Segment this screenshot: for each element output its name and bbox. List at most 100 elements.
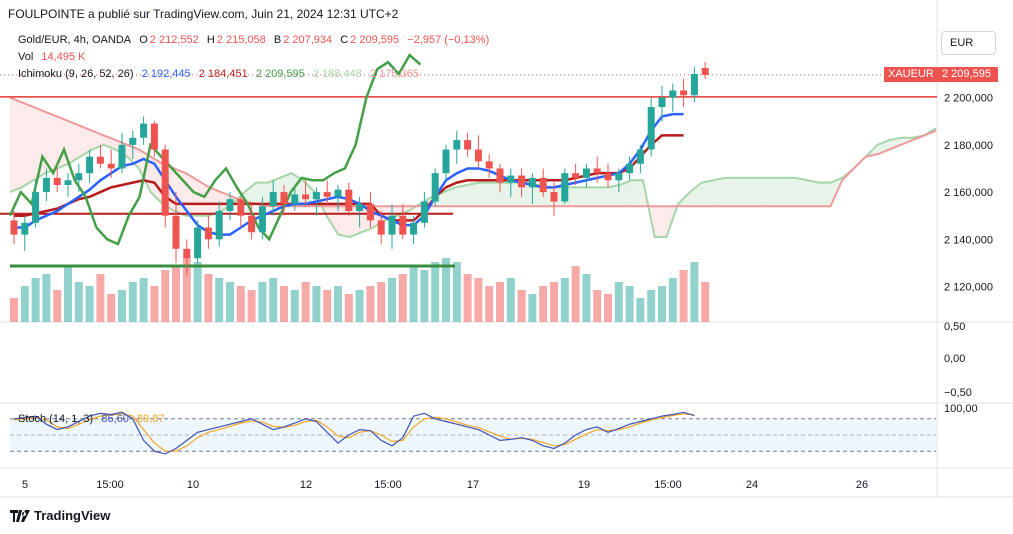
volume-bar bbox=[496, 282, 504, 322]
volume-bar bbox=[96, 274, 105, 322]
candle-down bbox=[474, 149, 482, 162]
price-axis-label: 2 140,000 bbox=[944, 234, 993, 246]
tenkan-value: 2 192,445 bbox=[141, 68, 191, 80]
stoch-d-value: 89,87 bbox=[137, 413, 165, 425]
cloud-segment bbox=[713, 177, 726, 207]
cloud-segment bbox=[701, 180, 714, 207]
candle-down bbox=[107, 163, 115, 169]
volume-bar bbox=[614, 282, 623, 322]
cloud-segment bbox=[771, 177, 784, 207]
candle-down bbox=[172, 215, 180, 249]
vol-label: Vol bbox=[18, 51, 34, 63]
volume-bar bbox=[20, 286, 29, 322]
candle-up bbox=[615, 173, 623, 181]
volume-bar bbox=[366, 286, 375, 322]
tradingview-icon bbox=[10, 509, 30, 522]
price-axis-label: 2 200,000 bbox=[944, 93, 993, 105]
candle-up bbox=[636, 149, 644, 164]
volume-bar bbox=[679, 270, 688, 322]
candle-down bbox=[518, 175, 526, 188]
volume-bar bbox=[301, 282, 310, 322]
candle-up bbox=[334, 189, 342, 197]
candle-up bbox=[388, 215, 396, 235]
cloud-segment bbox=[607, 184, 620, 207]
volume-bar bbox=[107, 294, 116, 322]
publisher-line: FOULPOINTE a publié sur TradingView.com,… bbox=[8, 7, 399, 21]
branding-label: TradingView bbox=[34, 508, 111, 523]
volume-bar bbox=[550, 282, 558, 322]
currency-button[interactable]: EUR bbox=[941, 31, 996, 55]
candle-up bbox=[75, 173, 83, 181]
time-axis-label: 17 bbox=[467, 479, 479, 491]
candle-up bbox=[528, 177, 536, 188]
volume-bar bbox=[474, 278, 483, 322]
cloud-segment bbox=[502, 182, 515, 207]
candle-up bbox=[356, 203, 364, 211]
candle-up bbox=[64, 180, 72, 185]
candle-up bbox=[194, 227, 202, 259]
time-axis-label: 19 bbox=[578, 479, 590, 491]
candle-up bbox=[32, 192, 40, 223]
volume-bar bbox=[247, 290, 256, 322]
candle-up bbox=[86, 156, 94, 174]
volume-bar bbox=[31, 278, 40, 322]
close-label: C bbox=[340, 34, 349, 46]
time-axis-label: 5 bbox=[22, 479, 28, 491]
volume-bar bbox=[290, 290, 299, 322]
stoch-label: Stoch (14, 1, 3) bbox=[18, 413, 94, 425]
volume-bar bbox=[420, 270, 429, 322]
volume-bar bbox=[377, 282, 386, 322]
volume-bar bbox=[647, 290, 656, 322]
candle-up bbox=[507, 175, 515, 183]
open-label: O bbox=[139, 34, 148, 46]
open-value: 2 212,552 bbox=[149, 34, 199, 46]
volume-bar bbox=[74, 282, 83, 322]
candle-down bbox=[485, 161, 493, 169]
cloud-segment bbox=[619, 180, 632, 207]
cloud-segment bbox=[654, 206, 667, 237]
volume-bar bbox=[409, 266, 418, 322]
cloud-segment bbox=[689, 182, 702, 207]
ichimoku-legend: Ichimoku (9, 26, 52, 26) 2 192,445 2 184… bbox=[18, 68, 421, 80]
volume-bar bbox=[193, 262, 202, 322]
candle-up bbox=[215, 210, 223, 240]
volume-legend: Vol 14,495 K bbox=[18, 51, 87, 63]
span-a-value: 2 188,448 bbox=[312, 68, 362, 80]
volume-bar bbox=[42, 274, 51, 322]
candle-up bbox=[647, 107, 655, 150]
candle-down bbox=[366, 203, 374, 221]
candle-down bbox=[550, 192, 558, 202]
volume-bar bbox=[528, 294, 537, 322]
time-axis-label: 15:00 bbox=[374, 479, 402, 491]
candle-down bbox=[10, 220, 18, 235]
price-axis-label: 2 180,000 bbox=[944, 140, 993, 152]
volume-bar bbox=[539, 286, 548, 322]
cloud-segment bbox=[525, 182, 538, 207]
cloud-segment bbox=[889, 137, 901, 150]
candle-up bbox=[420, 201, 428, 223]
candle-up bbox=[658, 97, 666, 108]
volume-bar bbox=[172, 266, 180, 322]
volume-bar bbox=[323, 290, 332, 322]
cloud-segment bbox=[21, 102, 34, 188]
stoch-legend: Stoch (14, 1, 3) 86,60 89,87 bbox=[18, 413, 167, 425]
volume-bar bbox=[53, 290, 62, 322]
volume-bar bbox=[128, 282, 137, 322]
candle-down bbox=[96, 156, 104, 164]
candle-up bbox=[140, 123, 148, 138]
candle-down bbox=[604, 173, 612, 181]
symbol-price-tag: XAUEUR bbox=[884, 67, 938, 82]
candle-up bbox=[42, 177, 50, 193]
candle-down bbox=[183, 248, 191, 259]
tradingview-logo[interactable]: TradingView bbox=[10, 508, 110, 523]
symbol-label: Gold/EUR, 4h, OANDA bbox=[18, 34, 132, 46]
volume-bar bbox=[517, 290, 526, 322]
volume-bar bbox=[604, 294, 612, 322]
ichimoku-label: Ichimoku (9, 26, 52, 26) bbox=[18, 68, 134, 80]
oscillator-axis-label: −0,50 bbox=[944, 387, 972, 399]
volume-bar bbox=[690, 262, 699, 322]
time-axis-label: 24 bbox=[746, 479, 758, 491]
candle-down bbox=[496, 168, 504, 183]
stoch-k-value: 86,60 bbox=[101, 413, 129, 425]
